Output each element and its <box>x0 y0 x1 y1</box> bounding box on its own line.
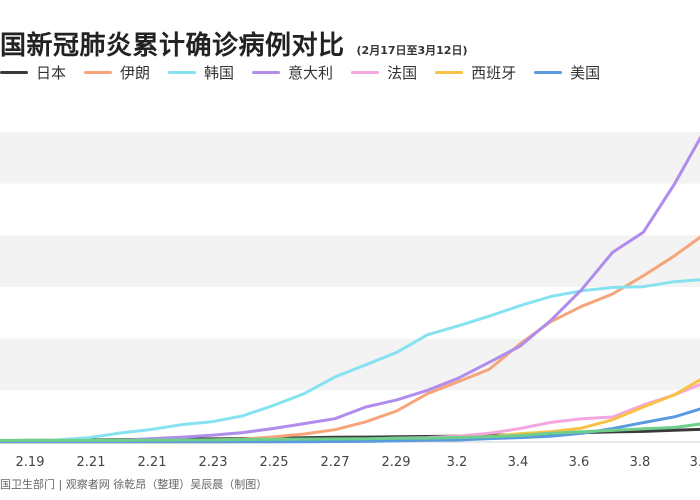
legend-label: 意大利 <box>288 63 334 82</box>
x-tick-label: 2.27 <box>321 455 350 470</box>
x-tick-label: 3.1 <box>690 455 700 470</box>
legend-item: 法国 <box>351 62 417 83</box>
legend-item: 西班牙 <box>435 62 516 83</box>
series-lines <box>0 135 700 444</box>
grid-band <box>0 235 700 287</box>
grid-band <box>0 338 700 391</box>
legend-item: 韩国 <box>168 62 234 83</box>
x-tick-label: 3.6 <box>569 455 590 470</box>
title-row: 国新冠肺炎累计确诊病例对比 (2月17日至3月12日) <box>0 25 468 62</box>
grid-band <box>0 287 700 339</box>
legend-item: 美国 <box>534 62 600 83</box>
legend-swatch <box>534 70 563 74</box>
chart-title: 国新冠肺炎累计确诊病例对比 <box>0 31 345 61</box>
grid-band <box>0 132 700 184</box>
x-axis-ticks: 2.19 2.21 2.21 2.23 2.25 2.27 2.29 3.2 3.4 3.6 3.8… <box>16 455 700 470</box>
legend-swatch <box>435 70 464 74</box>
x-tick-label: 3.4 <box>508 455 529 470</box>
x-tick-label: 2.25 <box>260 455 289 470</box>
legend-swatch <box>84 70 113 74</box>
x-tick-label: 2.23 <box>199 455 228 470</box>
legend-item: 日本 <box>0 62 66 83</box>
source-footer: 国卫生部门 | 观察者网 徐乾昂（整理）吴辰晨（制图） <box>0 478 268 491</box>
legend-label: 日本 <box>36 63 67 82</box>
x-tick-label: 2.21 <box>77 455 106 470</box>
legend: 日本 伊朗 韩国 意大利 法国 西班牙 美国 <box>0 62 618 82</box>
legend-swatch <box>252 70 281 74</box>
x-tick-label: 3.8 <box>630 455 651 470</box>
chart-subtitle: (2月17日至3月12日) <box>356 44 468 57</box>
legend-item: 伊朗 <box>84 62 150 83</box>
legend-swatch <box>351 70 380 74</box>
x-tick-label: 2.29 <box>382 455 411 470</box>
legend-label: 美国 <box>570 63 601 82</box>
legend-label: 法国 <box>387 63 418 82</box>
series-line <box>0 422 700 442</box>
legend-label: 韩国 <box>204 63 235 82</box>
grid-bands <box>0 132 700 443</box>
legend-swatch <box>168 70 197 74</box>
x-tick-label: 2.21 <box>138 455 167 470</box>
x-tick-label: 2.19 <box>16 455 45 470</box>
grid-band <box>0 183 700 236</box>
legend-label: 伊朗 <box>120 63 151 82</box>
legend-item: 意大利 <box>252 62 333 83</box>
legend-swatch <box>0 70 28 74</box>
legend-label: 西班牙 <box>471 63 517 82</box>
x-tick-label: 3.2 <box>447 455 468 470</box>
